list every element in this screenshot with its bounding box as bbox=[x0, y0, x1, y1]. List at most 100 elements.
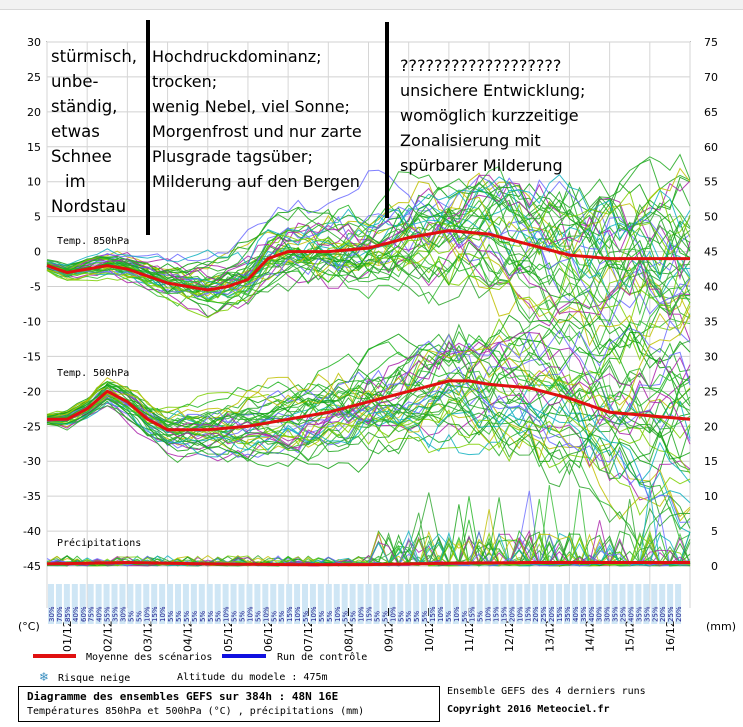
snow-risk-value: 35% bbox=[635, 606, 643, 622]
snow-risk-cell bbox=[143, 584, 150, 624]
snow-risk-cell bbox=[373, 584, 380, 624]
snow-risk-cell bbox=[508, 584, 515, 624]
snow-risk-value: 5% bbox=[183, 611, 191, 622]
snow-risk-cell bbox=[182, 584, 189, 624]
snow-risk-value: 5% bbox=[318, 611, 326, 622]
y-left-tick-label: 10 bbox=[27, 176, 41, 189]
member-line bbox=[46, 184, 691, 295]
snow-risk-cell bbox=[532, 584, 539, 624]
snow-risk-value: 5% bbox=[421, 611, 429, 622]
snow-risk-cell bbox=[63, 584, 70, 624]
snow-risk-value: 5% bbox=[239, 611, 247, 622]
member-line bbox=[46, 314, 691, 421]
snow-risk-cell bbox=[175, 584, 181, 624]
snow-risk-value: 5% bbox=[231, 611, 239, 622]
annot-right-line: ??????????????????? bbox=[400, 56, 562, 75]
y-left-tick-label: -5 bbox=[30, 281, 41, 294]
snow-risk-value: 10% bbox=[358, 606, 366, 622]
snow-risk-cell bbox=[563, 584, 570, 624]
snow-risk-cell bbox=[365, 584, 372, 624]
legend-snow-label: Risque neige bbox=[58, 673, 130, 684]
y-left-tick-label: -25 bbox=[23, 420, 41, 433]
x-tick-label: 09/12 bbox=[383, 620, 396, 652]
snow-risk-cell bbox=[444, 584, 451, 624]
snow-risk-value: 5% bbox=[381, 611, 389, 622]
mean-line-precip bbox=[46, 560, 690, 567]
member-line bbox=[46, 397, 691, 484]
snow-risk-cell bbox=[294, 584, 301, 624]
snow-risk-cell bbox=[357, 584, 364, 624]
snow-risk-value: 5% bbox=[135, 611, 143, 622]
snow-risk-value: 5% bbox=[254, 611, 262, 622]
snow-risk-value: 10% bbox=[310, 606, 318, 622]
snow-risk-value: 25% bbox=[540, 606, 548, 622]
snow-risk-value: 15% bbox=[500, 606, 508, 622]
snow-risk-value: 35% bbox=[612, 606, 620, 622]
snow-risk-value: 35% bbox=[112, 606, 120, 622]
member-line bbox=[46, 187, 691, 319]
snow-risk-value: 5% bbox=[413, 611, 421, 622]
snow-risk-value: 5% bbox=[215, 611, 223, 622]
snow-risk-value: 10% bbox=[223, 606, 231, 622]
snow-risk-cell bbox=[302, 584, 308, 624]
y-right-tick-label: 0 bbox=[711, 560, 718, 573]
y-left-tick-label: -30 bbox=[23, 455, 41, 468]
snow-risk-value: 70% bbox=[56, 606, 64, 622]
snow-risk-cell bbox=[595, 584, 602, 624]
member-line bbox=[46, 334, 691, 433]
snow-risk-value: 40% bbox=[572, 606, 580, 622]
snow-risk-cell bbox=[579, 584, 586, 624]
snow-risk-cell bbox=[548, 584, 555, 624]
snow-risk-value: 10% bbox=[334, 606, 342, 622]
snow-risk-cell bbox=[198, 584, 205, 624]
snow-risk-cell bbox=[389, 584, 396, 624]
snow-risk-value: 15% bbox=[286, 606, 294, 622]
snow-risk-value: 10% bbox=[294, 606, 302, 622]
snow-risk-value: 5% bbox=[477, 611, 485, 622]
snow-risk-cell bbox=[651, 584, 658, 624]
snow-risk-cell bbox=[246, 584, 253, 624]
snow-risk-cell bbox=[111, 584, 118, 624]
snow-risk-cell bbox=[484, 584, 491, 624]
snow-risk-cell bbox=[397, 584, 404, 624]
y-left-unit: (°C) bbox=[18, 620, 40, 633]
ensemble-members bbox=[46, 153, 691, 548]
annot-left-line: Schnee bbox=[51, 147, 112, 166]
mean-line-t850 bbox=[46, 229, 690, 292]
member-line bbox=[46, 190, 691, 299]
snow-risk-cell bbox=[127, 584, 134, 624]
y-left-tick-label: -20 bbox=[23, 385, 41, 398]
snow-risk-cell bbox=[540, 584, 547, 624]
mean-line-t500 bbox=[47, 379, 691, 432]
member-line bbox=[46, 181, 691, 288]
snow-risk-cell bbox=[405, 584, 412, 624]
annot-middle-line: Morgenfrost und nur zarte bbox=[152, 122, 362, 141]
x-tick-label: 03/12 bbox=[141, 620, 154, 652]
snow-risk-value: 20% bbox=[675, 606, 683, 622]
snow-risk-cell bbox=[79, 584, 86, 624]
legend-control-label: Run de contrôle bbox=[277, 651, 367, 663]
member-line bbox=[46, 153, 691, 277]
snow-risk-value: 25% bbox=[620, 606, 628, 622]
snow-risk-cell bbox=[436, 584, 443, 624]
annot-left-line: im bbox=[65, 172, 86, 191]
snow-risk-cell bbox=[635, 584, 642, 624]
member-line bbox=[46, 380, 691, 473]
member-line bbox=[46, 185, 691, 302]
snow-risk-cell bbox=[476, 584, 483, 624]
snow-risk-value: 40% bbox=[72, 606, 80, 622]
annot-right-line: unsichere Entwicklung; bbox=[400, 81, 586, 100]
snow-risk-value: 15% bbox=[429, 606, 437, 622]
snow-risk-cell bbox=[159, 584, 166, 624]
snow-risk-value: 5% bbox=[270, 611, 278, 622]
snow-risk-value: 5% bbox=[445, 611, 453, 622]
annot-middle-line: trocken; bbox=[152, 72, 218, 91]
snow-risk-value: 20% bbox=[508, 606, 516, 622]
snow-risk-cell bbox=[571, 584, 578, 624]
y-right-tick-label: 50 bbox=[704, 211, 718, 224]
label-t850: Temp. 850hPa bbox=[57, 236, 129, 247]
snow-risk-cell bbox=[325, 584, 332, 624]
x-tick-label: 15/12 bbox=[624, 620, 637, 652]
snow-risk-value: 10% bbox=[485, 606, 493, 622]
snow-risk-cell bbox=[333, 584, 340, 624]
